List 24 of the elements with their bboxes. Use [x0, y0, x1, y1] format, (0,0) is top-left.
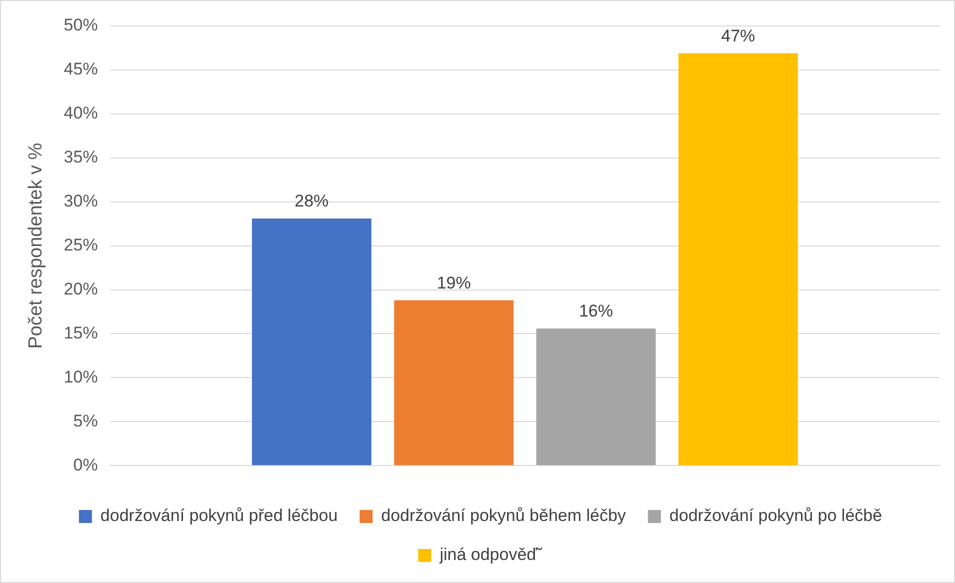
y-tick-label: 5%	[73, 411, 98, 430]
y-tick-label: 40%	[64, 104, 98, 123]
y-tick-label: 20%	[64, 279, 98, 298]
data-label: 19%	[436, 274, 471, 292]
data-label: 47%	[721, 26, 756, 46]
legend-label: dodržování pokynů během léčby	[381, 506, 626, 526]
legend-label: dodržování pokynů před léčbou	[100, 506, 338, 526]
data-label: 28%	[294, 192, 329, 211]
bar	[678, 53, 798, 466]
bar	[536, 328, 656, 466]
y-tick-label: 35%	[64, 148, 98, 167]
y-tick-label: 10%	[64, 367, 98, 386]
y-tick-label: 50%	[64, 16, 98, 35]
y-tick-label: 45%	[64, 60, 98, 79]
legend-label: dodržování pokynů po léčbě	[669, 506, 882, 526]
y-tick-label: 25%	[64, 235, 98, 254]
bar	[252, 218, 372, 466]
y-tick-label: 30%	[64, 192, 98, 211]
legend-label: jiná odpověď˘	[438, 545, 544, 564]
y-axis-title: Počet respondentek v %	[26, 142, 47, 349]
bar	[394, 300, 514, 466]
y-tick-label: 15%	[64, 323, 98, 342]
data-label: 16%	[578, 302, 614, 321]
y-tick-label: 0%	[73, 455, 98, 474]
